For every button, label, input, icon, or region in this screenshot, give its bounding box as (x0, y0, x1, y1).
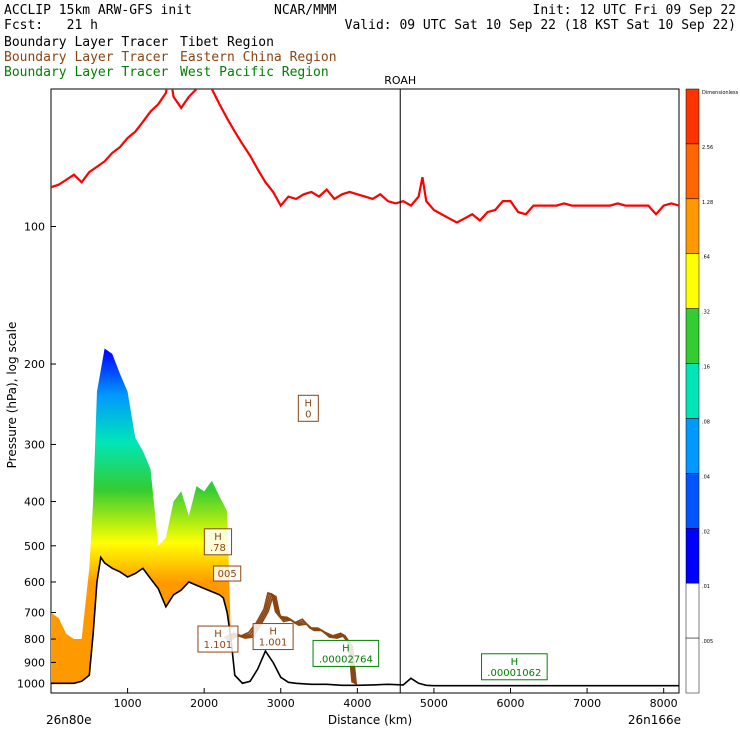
colorbar-label-4: .32 (702, 310, 710, 316)
y-tick-label: 500 (24, 540, 45, 553)
x-start-label: 26n80e (46, 713, 92, 727)
x-tick-label: 2000 (190, 697, 218, 710)
axes: 1000 2000 3000 4000 5000 6000 7000 800010020030… (17, 221, 678, 710)
x-tick-label: 4000 (343, 697, 371, 710)
colorbar: Dimensionless 2.56 1.28 .64 .32 .16 .08 .04 .02.… (685, 88, 739, 694)
colorbar-label-2: 1.28 (702, 200, 713, 206)
model-title: ACCLIP 15km ARW-GFS init (4, 3, 192, 18)
tracer-shading (51, 348, 231, 684)
colorbar-swatch-1 (685, 143, 700, 200)
colorbar-label-3: .64 (702, 255, 710, 261)
y-tick-label: 100 (24, 221, 45, 234)
marker-text-1-1: .78 (210, 543, 226, 554)
colorbar-label-7: .04 (702, 474, 710, 480)
marker-text-4-1: 1.001 (259, 638, 288, 649)
x-tick-label: 8000 (650, 697, 678, 710)
plot-area (50, 88, 680, 694)
colorbar-label-6: .08 (702, 419, 710, 425)
marker-text-3-1: 1.101 (204, 640, 233, 651)
colorbar-label-5: .16 (702, 365, 710, 371)
colorbar-label-8: .02 (702, 529, 710, 535)
y-tick-label: 300 (24, 438, 45, 451)
colorbar-swatch-8 (685, 528, 700, 584)
x-tick-label: 7000 (573, 697, 601, 710)
marker-box-2 (213, 565, 242, 582)
init-time: Init: 12 UTC Fri 09 Sep 22 (533, 3, 737, 18)
legend-region-tibet: Tibet Region (180, 35, 274, 50)
y-tick-label: 600 (24, 576, 45, 589)
x-tick-label: 6000 (497, 697, 525, 710)
marker-box-1 (203, 528, 233, 556)
marker-box-4 (252, 623, 294, 651)
colorbar-label-0: Dimensionless (702, 90, 739, 96)
colorbar-label-9: .01 (702, 584, 710, 590)
marker-text-0-0: H (305, 398, 313, 409)
colorbar-label-10: .005 (702, 639, 713, 645)
legend: Boundary Layer Tracer Tibet Region Bound… (4, 35, 337, 80)
marker-text-1-0: H (214, 532, 222, 543)
colorbar-swatch-2 (685, 198, 700, 254)
legend-name-tibet: Boundary Layer Tracer (4, 35, 169, 50)
forecast-hour: Fcst: 21 h (4, 18, 98, 33)
tropopause-line (51, 89, 679, 224)
x-tick-label: 5000 (420, 697, 448, 710)
legend-region-east-china: Eastern China Region (180, 50, 337, 65)
marker-box-6 (481, 653, 548, 681)
marker-text-4-0: H (269, 627, 277, 638)
marker-box-0 (297, 394, 319, 422)
marker-text-6-0: H (511, 657, 519, 668)
y-tick-label: 1000 (17, 677, 45, 690)
colorbar-swatch-9 (685, 582, 700, 639)
y-axis-label: Pressure (hPa), log scale (5, 322, 19, 469)
org-label: NCAR/MMM (274, 3, 337, 18)
marker-text-0-1: 0 (305, 409, 311, 420)
colorbar-swatch-10 (685, 637, 700, 694)
colorbar-swatch-3 (685, 253, 700, 309)
legend-name-west-pacific: Boundary Layer Tracer (4, 65, 169, 80)
colorbar-swatch-7 (685, 473, 700, 529)
marker-box-5 (312, 639, 380, 667)
marker-text-6-1: .00001062 (487, 668, 541, 679)
colorbar-swatch-4 (685, 308, 700, 364)
marker-text-3-0: H (214, 629, 222, 640)
marker-text-2-0: 005 (218, 569, 237, 580)
x-tick-label: 1000 (114, 697, 142, 710)
marker-text-5-0: H (342, 643, 350, 654)
header: ACCLIP 15km ARW-GFS init NCAR/MMM Init: … (4, 3, 736, 80)
valid-time: Valid: 09 UTC Sat 10 Sep 22 (18 KST Sat … (345, 18, 736, 33)
colorbar-swatch-0 (685, 88, 700, 145)
colorbar-label-1: 2.56 (702, 145, 713, 151)
x-axis-label: Distance (km) (328, 713, 412, 727)
y-tick-label: 900 (24, 656, 45, 669)
y-tick-label: 800 (24, 633, 45, 646)
y-tick-label: 700 (24, 607, 45, 620)
marker-text-5-1: .00002764 (319, 654, 373, 665)
roah-label: ROAH (384, 74, 416, 87)
east-china-ridge-line-2 (223, 591, 353, 683)
y-tick-label: 200 (24, 358, 45, 371)
legend-region-west-pacific: West Pacific Region (180, 65, 329, 80)
legend-name-east-china: Boundary Layer Tracer (4, 50, 169, 65)
y-tick-label: 400 (24, 496, 45, 509)
x-end-label: 26n166e (628, 713, 681, 727)
x-tick-label: 3000 (267, 697, 295, 710)
colorbar-swatch-5 (685, 363, 700, 419)
marker-box-3 (197, 625, 239, 653)
colorbar-swatch-6 (685, 418, 700, 474)
